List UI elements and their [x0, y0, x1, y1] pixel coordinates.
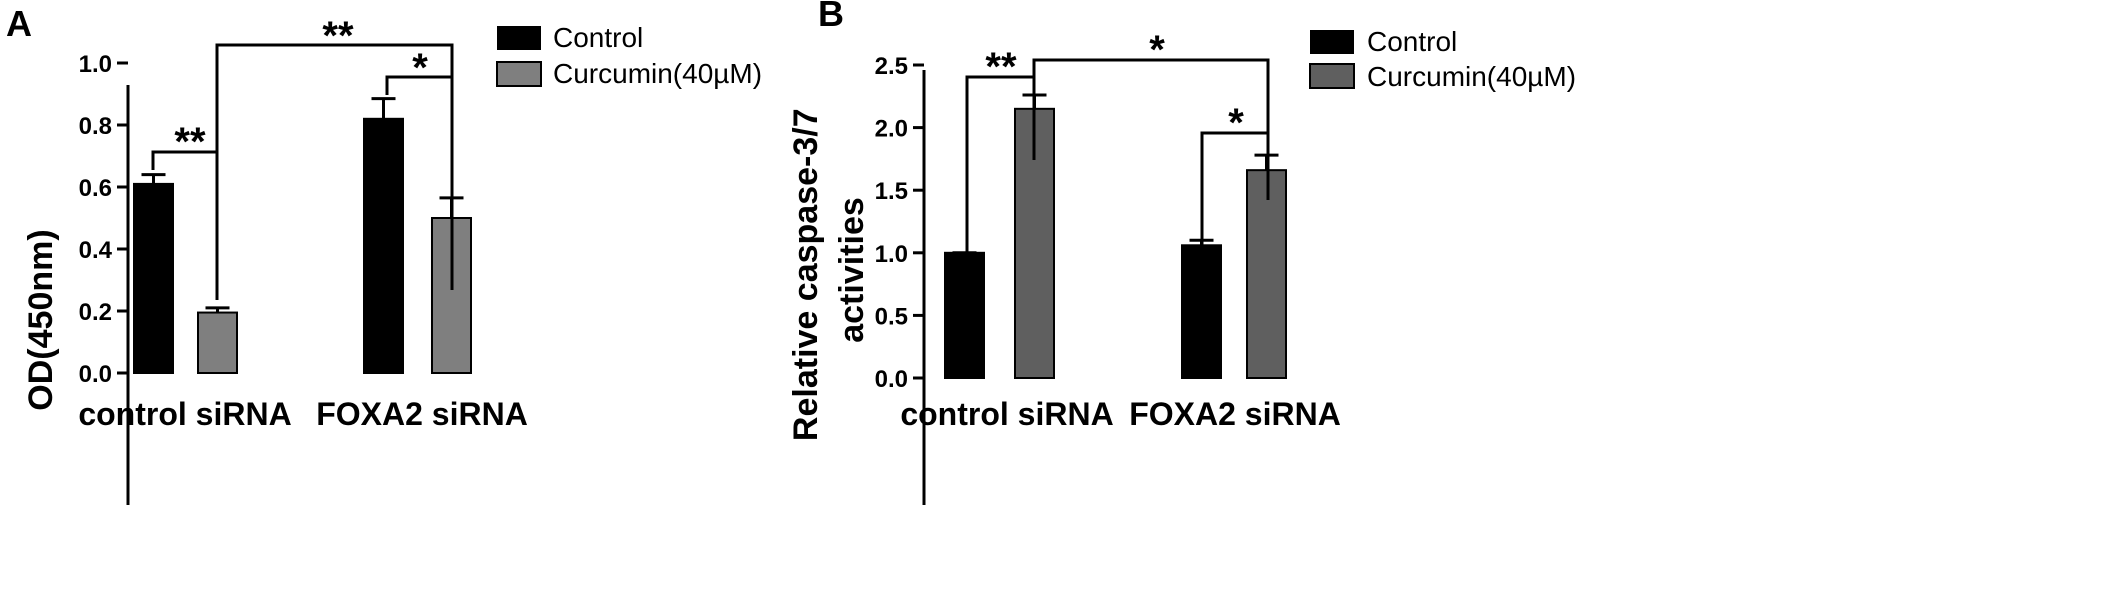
panel-a-y-axis-title: OD(450nm) — [22, 229, 60, 410]
panel-a-legend-swatch-control — [497, 26, 541, 50]
panel-a-sig-label: ** — [322, 14, 354, 58]
panel-b-y-tick-label: 1.5 — [875, 178, 908, 205]
panel-b-legend-label-curcumin: Curcumin(40µM) — [1367, 61, 1576, 92]
panel-b-y-axis-title: Relative caspase-3/7 activities — [787, 99, 871, 441]
panel-a-y-tick-label: 0.6 — [79, 175, 112, 202]
panel-a-error-bar — [371, 97, 396, 119]
panel-b-category-label: FOXA2 siRNA — [1129, 396, 1341, 432]
panel-a-error-bar — [141, 173, 166, 184]
panel-a-error-bar — [205, 306, 230, 313]
panel-b-legend-label-control: Control — [1367, 26, 1457, 57]
panel-b-sig-label: * — [1228, 101, 1244, 145]
panel-b-y-ticks: 0.0 0.5 1.0 1.5 2.0 2.5 — [875, 53, 924, 393]
panel-b: B Relative caspase-3/7 activities 0.0 0.… — [787, 0, 1576, 505]
panel-a-sig-bracket — [151, 150, 219, 300]
panel-b-y-tick-label: 2.0 — [875, 116, 908, 143]
panel-b-legend-swatch-control — [1310, 30, 1354, 54]
panel-b-y-tick-label: 0.5 — [875, 303, 908, 330]
panel-a-bar-control-control-sirna — [133, 182, 174, 374]
panel-b-y-tick-label: 0.0 — [875, 366, 908, 393]
panel-b-y-axis-title-line-1: Relative caspase-3/7 — [787, 108, 825, 441]
panel-a-legend-label-control: Control — [553, 22, 643, 53]
panel-a-y-ticks: 0.0 0.2 0.4 0.6 0.8 1.0 — [79, 51, 128, 388]
panel-a-bar-control-foxa2-sirna — [363, 117, 404, 374]
panel-b-sig-label: * — [1149, 28, 1165, 72]
panel-a-sig-bracket — [385, 75, 454, 290]
panel-a-y-tick-label: 0.0 — [79, 361, 112, 388]
panel-b-letter: B — [818, 0, 844, 34]
panel-b-category-label: control siRNA — [900, 396, 1113, 432]
panel-a-y-tick-label: 0.2 — [79, 299, 112, 326]
panel-a-y-tick-label: 0.4 — [79, 237, 113, 264]
panel-b-sig-label: ** — [985, 45, 1017, 89]
panel-b-bar-control-control-sirna — [944, 251, 985, 379]
panel-b-sig-bracket — [1032, 58, 1270, 200]
panel-a-sig-label: * — [412, 46, 428, 90]
panel-a-y-tick-label: 1.0 — [79, 51, 112, 78]
panel-b-sig-bracket — [965, 75, 1036, 252]
panel-b-bar-curcumin-foxa2-sirna — [1246, 169, 1287, 379]
panel-a-y-tick-label: 0.8 — [79, 113, 112, 140]
panel-b-legend: Control Curcumin(40µM) — [1309, 26, 1576, 92]
panel-a-category-label: control siRNA — [78, 396, 291, 432]
panel-b-bar-control-foxa2-sirna — [1181, 244, 1222, 379]
panel-a-legend-swatch-curcumin — [496, 61, 542, 87]
panel-a-bar-curcumin-control-sirna — [197, 311, 238, 374]
panel-a-sig-label: ** — [174, 120, 206, 164]
panel-b-sig-bracket — [1200, 131, 1270, 245]
panel-b-y-tick-label: 1.0 — [875, 241, 908, 268]
panel-a-legend-label-curcumin: Curcumin(40µM) — [553, 58, 762, 89]
panel-a-legend: Control Curcumin(40µM) — [496, 22, 762, 89]
panel-b-y-tick-label: 2.5 — [875, 53, 908, 80]
panel-b-legend-swatch-curcumin — [1309, 63, 1355, 89]
panel-b-y-axis-title-line-2: activities — [833, 197, 871, 343]
panel-a: A OD(450nm) 0.0 0.2 0.4 0.6 0.8 1.0 — [6, 3, 762, 505]
panel-a-category-label: FOXA2 siRNA — [316, 396, 528, 432]
panel-a-letter: A — [6, 3, 32, 44]
